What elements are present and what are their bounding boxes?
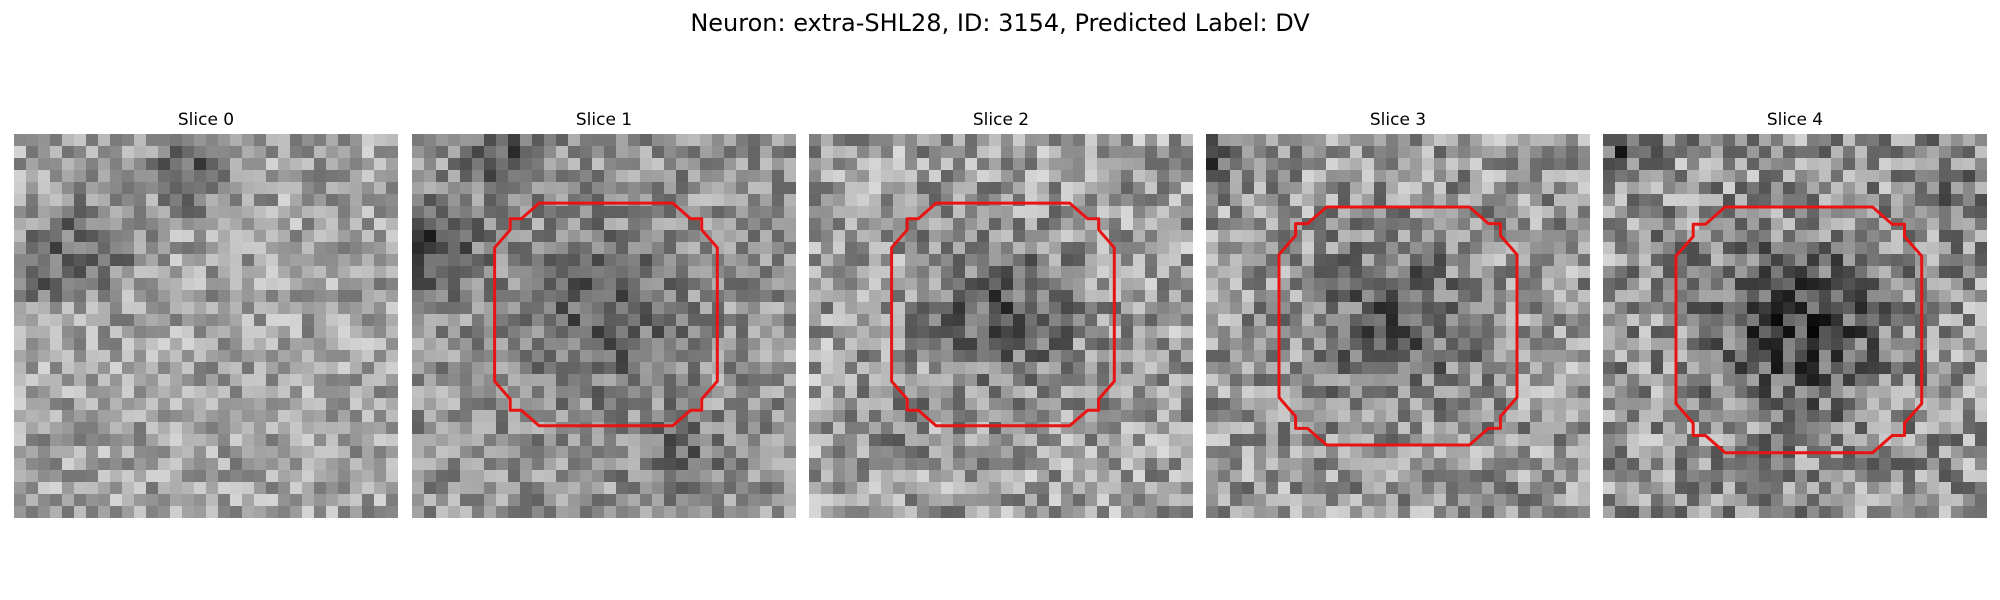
slice-panel-3: Slice 3 — [1206, 108, 1590, 520]
roi-contour — [1277, 205, 1519, 447]
figure-title: Neuron: extra-SHL28, ID: 3154, Predicted… — [690, 9, 1310, 37]
slice-title: Slice 1 — [575, 110, 633, 130]
slice-image — [412, 134, 796, 518]
slice-panel-0: Slice 0 — [14, 108, 398, 520]
slice-panel-2: Slice 2 — [809, 108, 1193, 520]
slice-title: Slice 0 — [177, 110, 235, 130]
slice-panel-1: Slice 1 — [412, 108, 796, 520]
slice-image — [14, 134, 398, 518]
slice-image — [1603, 134, 1987, 518]
slice-image — [809, 134, 1193, 518]
slice-title: Slice 3 — [1369, 110, 1427, 130]
roi-contour — [1674, 205, 1924, 455]
slice-panel-4: Slice 4 — [1603, 108, 1987, 520]
slice-image — [1206, 134, 1590, 518]
slice-title: Slice 2 — [972, 110, 1030, 130]
roi-contour — [493, 201, 719, 428]
slice-title: Slice 4 — [1766, 110, 1824, 130]
roi-contour — [890, 201, 1116, 428]
